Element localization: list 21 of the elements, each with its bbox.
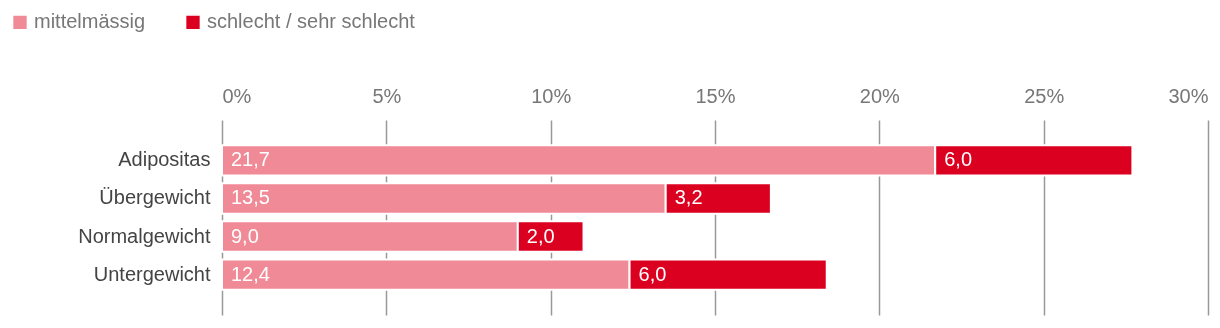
data-label: 9,0 <box>231 224 259 247</box>
x-tick-label: 30% <box>1168 84 1209 107</box>
y-tick-label: Normalgewicht <box>78 224 211 247</box>
x-tick-label: 20% <box>859 84 901 107</box>
x-tick-label: 5% <box>372 84 402 107</box>
data-label: 13,5 <box>231 186 270 209</box>
y-tick-label: Untergewicht <box>93 262 211 285</box>
y-tick-label: Übergewicht <box>99 186 211 209</box>
legend-label: mittelmässig <box>34 10 146 33</box>
data-label: 12,4 <box>231 262 270 285</box>
data-label: 6,0 <box>944 148 973 171</box>
data-label: 21,7 <box>231 148 270 171</box>
x-tick-label: 15% <box>695 84 736 107</box>
x-tick-label: 10% <box>531 84 572 107</box>
data-label: 3,2 <box>674 186 703 209</box>
legend-label: schlecht / sehr schlecht <box>207 10 416 33</box>
data-label: 6,0 <box>638 262 667 285</box>
data-label: 2,0 <box>526 224 555 247</box>
x-tick-label: 25% <box>1024 84 1065 107</box>
x-tick-label: 0% <box>222 84 252 107</box>
y-tick-label: Adipositas <box>118 148 211 171</box>
